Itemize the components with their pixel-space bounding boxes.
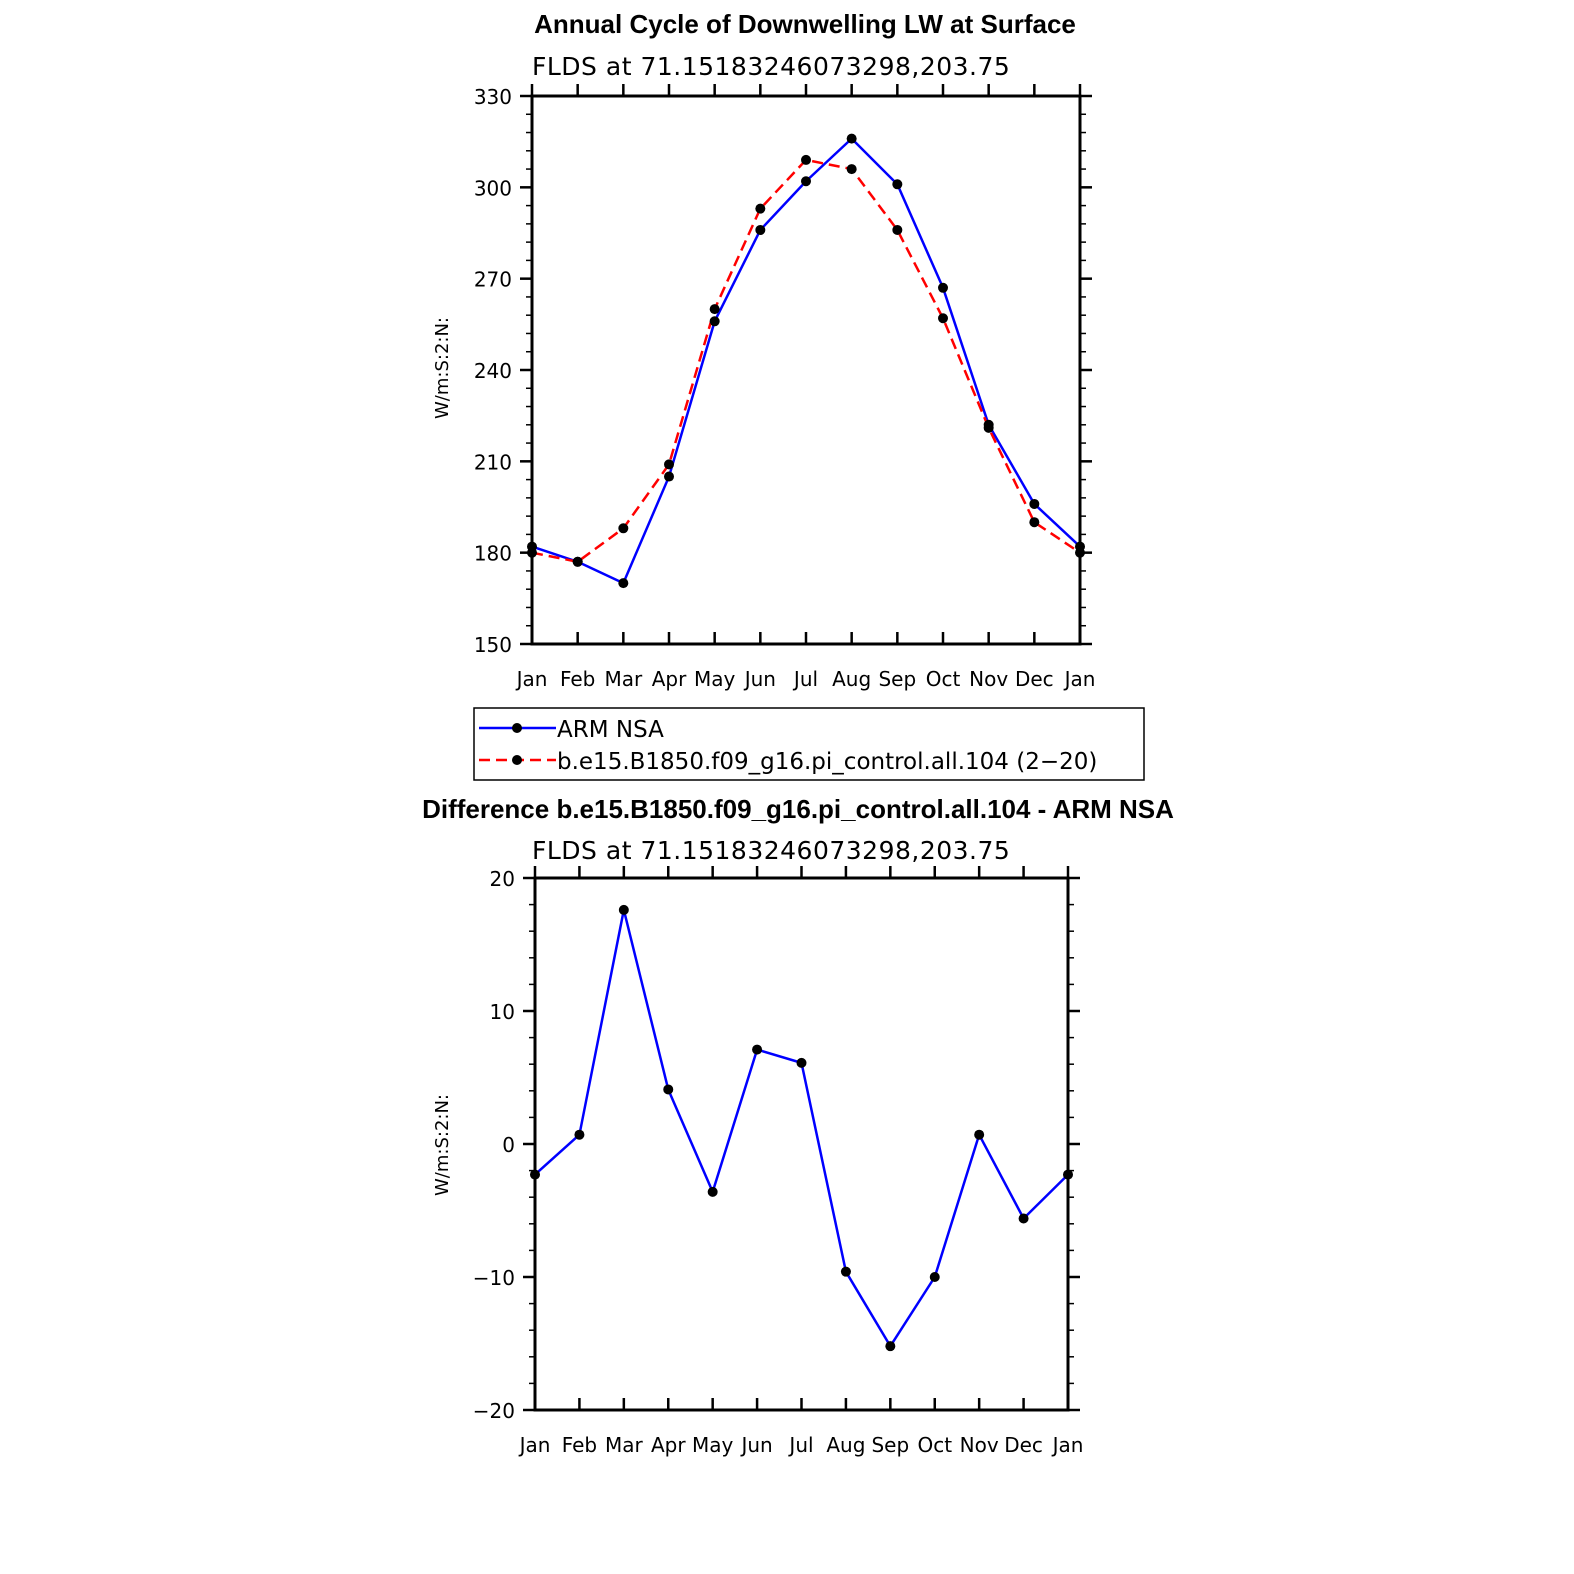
x-tick-label: Apr xyxy=(652,667,687,691)
data-point xyxy=(846,164,857,175)
y-tick-label: 20 xyxy=(490,867,515,891)
data-point xyxy=(709,304,720,315)
x-tick-label: Nov xyxy=(969,667,1008,691)
x-tick-label: Jun xyxy=(743,667,776,691)
x-tick-labels: Jan Feb Mar Apr May Jun Jul Aug Sep Oct Nov Dec Jan xyxy=(518,1433,1084,1457)
data-point xyxy=(974,1129,985,1140)
y-tick-label: 150 xyxy=(474,633,512,657)
x-tick-label: Jan xyxy=(518,1433,551,1457)
x-tick-label: May xyxy=(692,1433,734,1457)
x-tick-label: Dec xyxy=(1015,667,1054,691)
legend-marker xyxy=(512,755,522,765)
y-tick-labels: 150 180 210 240 270 300 330 xyxy=(474,85,512,657)
x-tick-label: Apr xyxy=(651,1433,686,1457)
legend-item-model: b.e15.B1850.f09_g16.pi_control.all.104 (… xyxy=(479,749,1097,775)
plot-frame xyxy=(533,876,1070,1412)
plot-frame xyxy=(530,94,1082,646)
x-tick-label: Mar xyxy=(604,667,643,691)
legend-label: ARM NSA xyxy=(557,717,664,743)
chart-subtitle: FLDS at 71.15183246073298,203.75 xyxy=(532,836,1010,865)
data-point xyxy=(707,1186,718,1197)
annual-cycle-chart: Annual Cycle of Downwelling LW at Surfac… xyxy=(432,9,1095,691)
data-point xyxy=(892,179,903,190)
y-axis-label: W/m:S:2:N: xyxy=(432,1094,453,1196)
x-tick-label: May xyxy=(694,667,736,691)
x-tick-labels: Jan Feb Mar Apr May Jun Jul Aug Sep Oct Nov Dec Jan xyxy=(515,667,1096,691)
series-lines xyxy=(527,133,1085,589)
x-tick-label: Dec xyxy=(1004,1433,1043,1457)
chart-title: Annual Cycle of Downwelling LW at Surfac… xyxy=(534,9,1076,39)
x-tick-label: Jun xyxy=(739,1433,772,1457)
y-tick-label: 270 xyxy=(474,268,512,292)
data-point xyxy=(938,282,948,293)
data-point xyxy=(574,1129,585,1140)
y-tick-label: −20 xyxy=(473,1399,515,1423)
legend-label: b.e15.B1850.f09_g16.pi_control.all.104 (… xyxy=(557,749,1097,775)
data-point xyxy=(663,1084,674,1095)
x-tick-label: Feb xyxy=(560,667,595,691)
legend-marker xyxy=(512,723,522,733)
y-tick-label: 180 xyxy=(474,542,512,566)
x-tick-label: Aug xyxy=(826,1433,865,1457)
x-tick-label: Feb xyxy=(562,1433,597,1457)
y-tick-label: 210 xyxy=(474,450,512,474)
data-point xyxy=(1029,498,1040,509)
data-point xyxy=(572,556,583,567)
data-point xyxy=(885,1341,896,1352)
series-lines xyxy=(530,904,1073,1352)
data-point xyxy=(840,1266,851,1277)
data-point xyxy=(664,471,674,482)
x-tick-label: Nov xyxy=(960,1433,999,1457)
y-tick-label: 240 xyxy=(474,359,512,383)
data-point xyxy=(755,224,766,235)
chart-title: Difference b.e15.B1850.f09_g16.pi_contro… xyxy=(422,794,1174,824)
x-tick-label: Aug xyxy=(832,667,871,691)
x-tick-label: Jan xyxy=(1051,1433,1084,1457)
chart-subtitle: FLDS at 71.15183246073298,203.75 xyxy=(532,52,1010,81)
data-point xyxy=(709,316,720,327)
data-point xyxy=(618,523,629,534)
series-line-0 xyxy=(531,137,1081,585)
x-tick-label: Sep xyxy=(878,667,916,691)
y-axis-label: W/m:S:2:N: xyxy=(432,317,453,419)
legend-box xyxy=(473,707,1145,781)
x-tick-label: Oct xyxy=(926,667,961,691)
data-point xyxy=(929,1272,940,1282)
difference-chart: Difference b.e15.B1850.f09_g16.pi_contro… xyxy=(422,794,1174,1457)
x-tick-label: Jan xyxy=(515,667,548,691)
x-tick-label: Sep xyxy=(871,1433,909,1457)
x-tick-label: Oct xyxy=(917,1433,952,1457)
series-line-1 xyxy=(531,158,1081,564)
x-tick-label: Mar xyxy=(605,1433,644,1457)
data-point xyxy=(938,313,948,324)
legend-item-arm-nsa: ARM NSA xyxy=(479,717,664,743)
axis-ticks xyxy=(523,866,1080,1412)
data-point xyxy=(664,459,674,470)
data-point xyxy=(1029,517,1040,528)
data-point xyxy=(801,176,811,187)
data-point xyxy=(1018,1213,1029,1224)
y-tick-label: 300 xyxy=(474,176,512,200)
y-tick-label: −10 xyxy=(473,1266,515,1290)
y-tick-label: 0 xyxy=(502,1133,515,1157)
y-tick-label: 330 xyxy=(474,85,512,109)
data-point xyxy=(801,154,811,165)
data-point xyxy=(892,224,903,235)
data-point xyxy=(796,1057,807,1068)
x-tick-label: Jul xyxy=(787,1433,813,1457)
x-tick-label: Jan xyxy=(1063,667,1096,691)
data-point xyxy=(618,578,629,589)
y-tick-label: 10 xyxy=(490,1000,515,1024)
data-point xyxy=(846,133,857,144)
y-tick-labels: −20 −10 0 10 20 xyxy=(473,867,515,1423)
data-point xyxy=(755,203,766,214)
data-point xyxy=(983,422,994,433)
x-tick-label: Jul xyxy=(792,667,818,691)
data-point xyxy=(618,904,629,915)
series-line-0 xyxy=(534,908,1069,1348)
legend: ARM NSA b.e15.B1850.f09_g16.pi_control.a… xyxy=(473,707,1145,781)
data-point xyxy=(752,1044,763,1055)
axis-ticks xyxy=(520,84,1092,646)
